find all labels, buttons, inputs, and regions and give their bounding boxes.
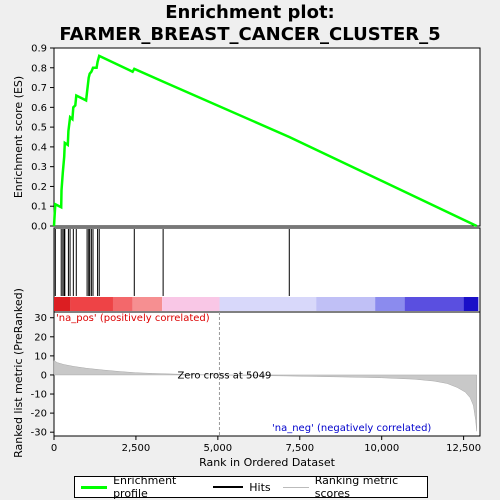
es-y-tick-label: 0.9 bbox=[31, 44, 47, 55]
es-y-ticks: 0.0 0.1 0.2 0.3 0.4 0.5 0.6 0.7 0.8 0.9 bbox=[31, 44, 54, 233]
heatmap-segment bbox=[316, 297, 376, 311]
heatmap-segment bbox=[54, 297, 71, 311]
zero-cross-label: Zero cross at 5049 bbox=[177, 370, 271, 381]
es-y-tick-label: 0.2 bbox=[31, 182, 47, 193]
x-tick-label: 5,000 bbox=[204, 443, 233, 454]
hit-marks bbox=[54, 229, 290, 296]
ranking-metric-area bbox=[53, 360, 477, 432]
negative-correlation-label: 'na_neg' (negatively correlated) bbox=[272, 423, 431, 434]
es-y-tick-label: 0.6 bbox=[31, 103, 47, 114]
metric-y-ticks: -30 -20 -10 0 10 20 30 bbox=[31, 313, 54, 439]
heatmap-segment bbox=[463, 297, 479, 311]
ranking-heatmap-bar bbox=[54, 297, 479, 311]
heatmap-segment bbox=[404, 297, 464, 311]
heatmap-segment bbox=[375, 297, 405, 311]
x-tick-label: 0 bbox=[51, 443, 57, 454]
legend-label-enrichment: Enrichment profile bbox=[113, 474, 177, 500]
heatmap-segment bbox=[219, 297, 317, 311]
legend-green-line-swatch bbox=[81, 485, 108, 489]
es-y-tick-label: 0.7 bbox=[31, 83, 47, 94]
es-y-tick-label: 0.1 bbox=[31, 202, 47, 213]
metric-y-tick-label: 20 bbox=[34, 332, 47, 343]
es-y-tick-label: 0.3 bbox=[31, 162, 47, 173]
metric-y-tick-label: 30 bbox=[34, 313, 47, 324]
es-y-tick-label: 0.5 bbox=[31, 123, 47, 134]
legend-enrichment-profile: Enrichment profile bbox=[81, 474, 201, 500]
metric-y-axis-label: Ranked list metric (PreRanked) bbox=[12, 288, 25, 458]
metric-y-tick-label: 0 bbox=[41, 370, 47, 381]
metric-y-tick-label: 10 bbox=[34, 351, 47, 362]
metric-y-tick-label: -20 bbox=[31, 409, 47, 420]
legend-gray-line-swatch bbox=[282, 486, 309, 488]
es-y-tick-label: 0.8 bbox=[31, 63, 47, 74]
legend-label-metric: Ranking metric scores bbox=[314, 474, 399, 500]
es-panel bbox=[53, 47, 481, 227]
metric-y-tick-label: -30 bbox=[31, 428, 47, 439]
legend-label-hits: Hits bbox=[249, 480, 271, 494]
ranking-metric-fill bbox=[53, 360, 477, 432]
x-axis-label: Rank in Ordered Dataset bbox=[199, 456, 336, 469]
chart-title-line1: Enrichment plot: bbox=[165, 2, 335, 23]
legend-ranking-metric: Ranking metric scores bbox=[282, 474, 421, 500]
heatmap-segment bbox=[112, 297, 133, 311]
es-y-axis-label: Enrichment score (ES) bbox=[12, 76, 25, 198]
x-axis-ticks: 0 2,500 5,000 7,500 10,000 12,500 bbox=[51, 436, 481, 454]
positive-correlation-label: 'na_pos' (positively correlated) bbox=[56, 313, 210, 324]
x-tick-label: 12,500 bbox=[446, 443, 481, 454]
heatmap-segment bbox=[132, 297, 163, 311]
x-tick-label: 10,000 bbox=[364, 443, 399, 454]
es-y-tick-label: 0.4 bbox=[31, 142, 47, 153]
x-tick-label: 7,500 bbox=[285, 443, 314, 454]
metric-y-tick-label: -10 bbox=[31, 390, 47, 401]
legend-black-line-swatch bbox=[213, 486, 244, 488]
x-tick-label: 2,500 bbox=[122, 443, 151, 454]
heatmap-segment bbox=[162, 297, 220, 311]
enrichment-profile-line bbox=[52, 54, 478, 228]
es-y-tick-label: 0.0 bbox=[31, 222, 47, 233]
legend: Enrichment profile Hits Ranking metric s… bbox=[74, 474, 428, 500]
chart-title-line2: FARMER_BREAST_CANCER_CLUSTER_5 bbox=[59, 24, 440, 45]
legend-hits: Hits bbox=[213, 480, 271, 494]
heatmap-segment bbox=[70, 297, 113, 311]
